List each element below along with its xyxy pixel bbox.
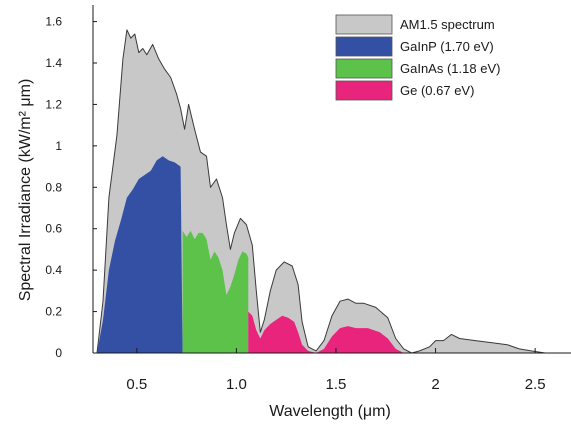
x-axis-label: Wavelength (μm) [269, 403, 391, 420]
legend-item-ge: Ge (0.67 eV) [335, 80, 474, 101]
x-tick-label: 1.5 [326, 376, 347, 393]
legend-label: Ge (0.67 eV) [400, 83, 474, 98]
legend-item-am1-5: AM1.5 spectrum [335, 14, 495, 35]
y-tick-label: 0.4 [45, 263, 62, 277]
x-tick-label: 1.0 [226, 376, 247, 393]
legend-item-gainas: GaInAs (1.18 eV) [335, 58, 500, 79]
y-tick-label: 0.6 [45, 222, 62, 236]
y-tick-label: 0.2 [45, 305, 62, 319]
legend-swatch [335, 80, 393, 101]
ticks-layer: 0 0.2 0.4 0.6 0.8 1 1.2 1.4 1.6 0.5 1.0 1.5 2 2.5 [45, 15, 545, 393]
series-area-ge [248, 311, 404, 353]
series-area-gainas [182, 230, 249, 353]
x-tick-label: 2.5 [525, 376, 546, 393]
legend-swatch [335, 58, 393, 79]
y-tick-label: 1.2 [45, 97, 62, 111]
y-tick-label: 1.4 [45, 56, 62, 70]
areas-layer [96, 29, 546, 354]
y-tick-label: 0 [55, 346, 62, 360]
x-tick-label: 0.5 [126, 376, 147, 393]
y-tick-label: 1.6 [45, 15, 62, 29]
legend: AM1.5 spectrum GaInP (1.70 eV) GaInAs (1.1… [335, 14, 500, 101]
y-tick-label: 0.8 [45, 180, 62, 194]
y-tick-label: 1 [55, 139, 62, 153]
legend-label: AM1.5 spectrum [400, 17, 495, 32]
legend-swatch [335, 36, 393, 57]
legend-item-gainp: GaInP (1.70 eV) [335, 36, 494, 57]
legend-label: GaInP (1.70 eV) [400, 39, 494, 54]
x-tick-label: 2 [431, 376, 439, 393]
y-axis-label: Spectral Irradiance (kW/m² μm) [17, 79, 34, 302]
series-area-gainp [97, 156, 183, 353]
legend-label: GaInAs (1.18 eV) [400, 61, 500, 76]
legend-swatch [335, 14, 393, 35]
